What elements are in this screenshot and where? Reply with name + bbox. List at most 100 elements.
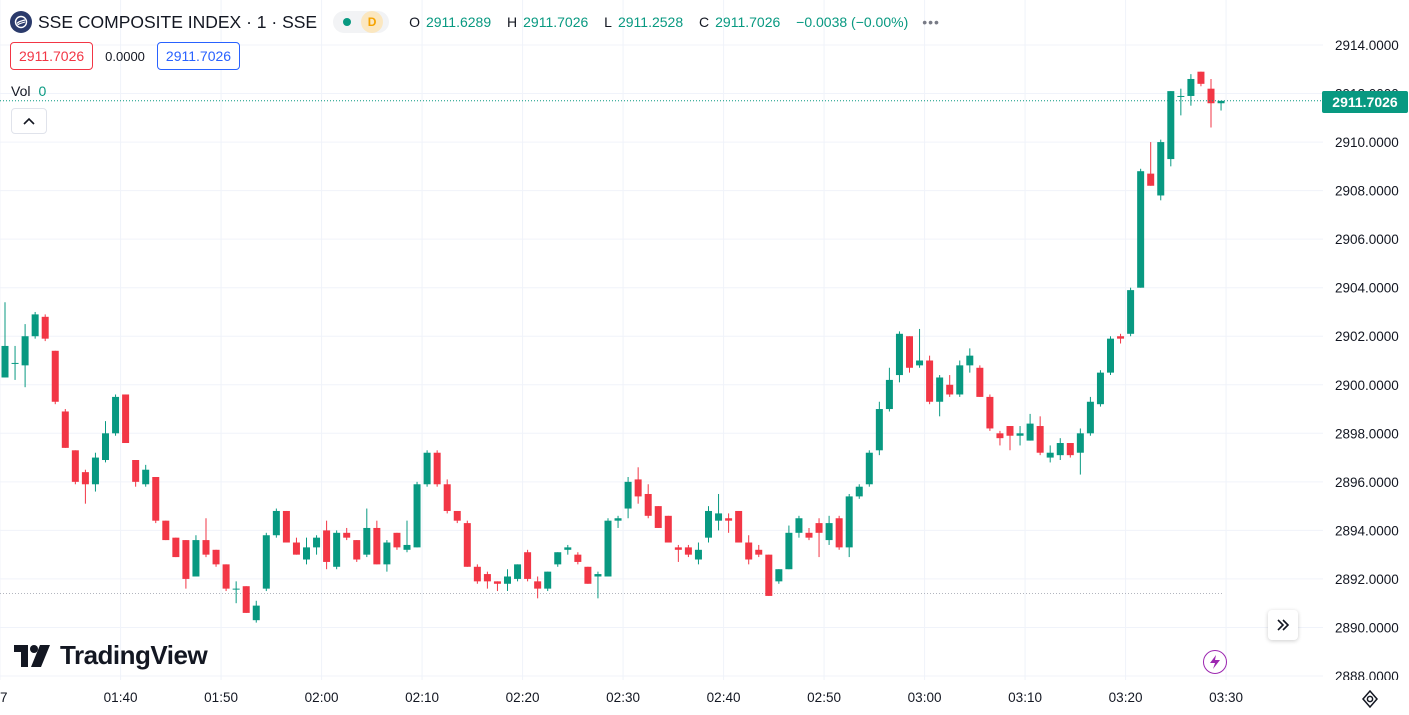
candle[interactable] [815,518,823,558]
candle[interactable] [775,569,783,584]
market-status-pill[interactable]: D [333,11,390,33]
candle[interactable] [1096,370,1104,407]
candle[interactable] [262,532,270,592]
candle[interactable] [885,367,893,412]
candle[interactable] [282,510,290,543]
candle[interactable] [81,469,89,504]
candle[interactable] [725,513,733,533]
candle[interactable] [1056,438,1064,461]
candle[interactable] [202,518,210,558]
scroll-to-realtime-button[interactable] [1268,610,1298,640]
candle[interactable] [624,476,632,519]
candle[interactable] [534,576,542,599]
candle[interactable] [132,460,140,487]
candle[interactable] [443,479,451,514]
candle[interactable] [1187,74,1195,106]
candle[interactable] [835,515,843,550]
candle[interactable] [1147,142,1155,186]
candle[interactable] [11,345,19,380]
candle[interactable] [936,375,944,417]
candle[interactable] [142,464,150,487]
candle[interactable] [61,409,69,448]
candle[interactable] [755,544,763,558]
candle[interactable] [604,518,612,577]
sell-button[interactable]: 2911.7026 [10,42,94,70]
candle[interactable] [1217,100,1225,111]
candle[interactable] [403,520,411,553]
collapse-legend-button[interactable] [11,108,47,134]
lightning-icon[interactable] [1203,650,1227,674]
candle[interactable] [805,527,813,541]
candle[interactable] [1076,428,1084,475]
candle[interactable] [192,535,200,577]
candle[interactable] [413,481,421,548]
candle[interactable] [916,328,924,368]
candle[interactable] [303,537,310,565]
candle[interactable] [91,452,99,492]
candle[interactable] [504,569,511,592]
candle[interactable] [825,515,833,545]
candle[interactable] [493,581,501,592]
candle[interactable] [212,549,220,567]
candle[interactable] [574,552,582,565]
candle[interactable] [785,525,793,570]
candle[interactable] [433,450,441,487]
candle[interactable] [31,311,39,339]
candle[interactable] [473,564,481,584]
candle[interactable] [1046,445,1054,463]
candle[interactable] [544,571,552,592]
chart-settings-icon[interactable] [1359,688,1381,710]
candle[interactable] [373,520,381,565]
symbol-title[interactable]: SSE COMPOSITE INDEX · 1 · SSE [38,11,318,32]
candle[interactable] [152,476,160,524]
candle[interactable] [956,360,964,397]
candle[interactable] [102,421,109,463]
candle[interactable] [735,510,743,543]
candle[interactable] [21,324,29,388]
candle[interactable] [242,586,250,613]
candle[interactable] [976,365,984,397]
candle[interactable] [363,508,371,558]
candle[interactable] [1207,78,1215,128]
candle[interactable] [1036,416,1044,456]
candle[interactable] [594,571,602,599]
candle[interactable] [41,314,49,342]
candle[interactable] [926,355,934,405]
candle[interactable] [1167,91,1175,167]
candle[interactable] [71,450,79,485]
candle[interactable] [232,581,240,604]
candle[interactable] [705,506,712,543]
candle[interactable] [122,394,130,444]
tradingview-logo[interactable]: TradingView [14,640,208,671]
candle[interactable] [634,467,642,504]
candle[interactable] [1127,287,1135,337]
candle[interactable] [795,515,803,538]
candle[interactable] [252,600,260,623]
candle[interactable] [1117,333,1125,344]
candle[interactable] [272,508,280,538]
candle[interactable] [353,540,361,562]
candle[interactable] [1137,168,1145,288]
buy-button[interactable]: 2911.7026 [156,42,241,70]
candle[interactable] [514,564,522,582]
candle[interactable] [674,544,682,562]
candle[interactable] [1157,139,1165,201]
candle[interactable] [1107,336,1114,376]
candle[interactable] [172,537,180,558]
candle[interactable] [453,510,461,524]
candle[interactable] [855,484,863,499]
candle[interactable] [614,515,622,528]
candle[interactable] [1086,396,1094,436]
candle[interactable] [875,401,883,456]
candle[interactable] [222,564,230,592]
candle[interactable] [564,544,572,555]
candle[interactable] [654,506,662,528]
candle[interactable] [996,430,1004,446]
more-options-icon[interactable]: ••• [922,14,940,30]
candle[interactable] [946,375,954,397]
candle[interactable] [584,566,592,584]
candle[interactable] [182,540,190,589]
candle[interactable] [423,450,431,487]
candle[interactable] [765,554,773,596]
